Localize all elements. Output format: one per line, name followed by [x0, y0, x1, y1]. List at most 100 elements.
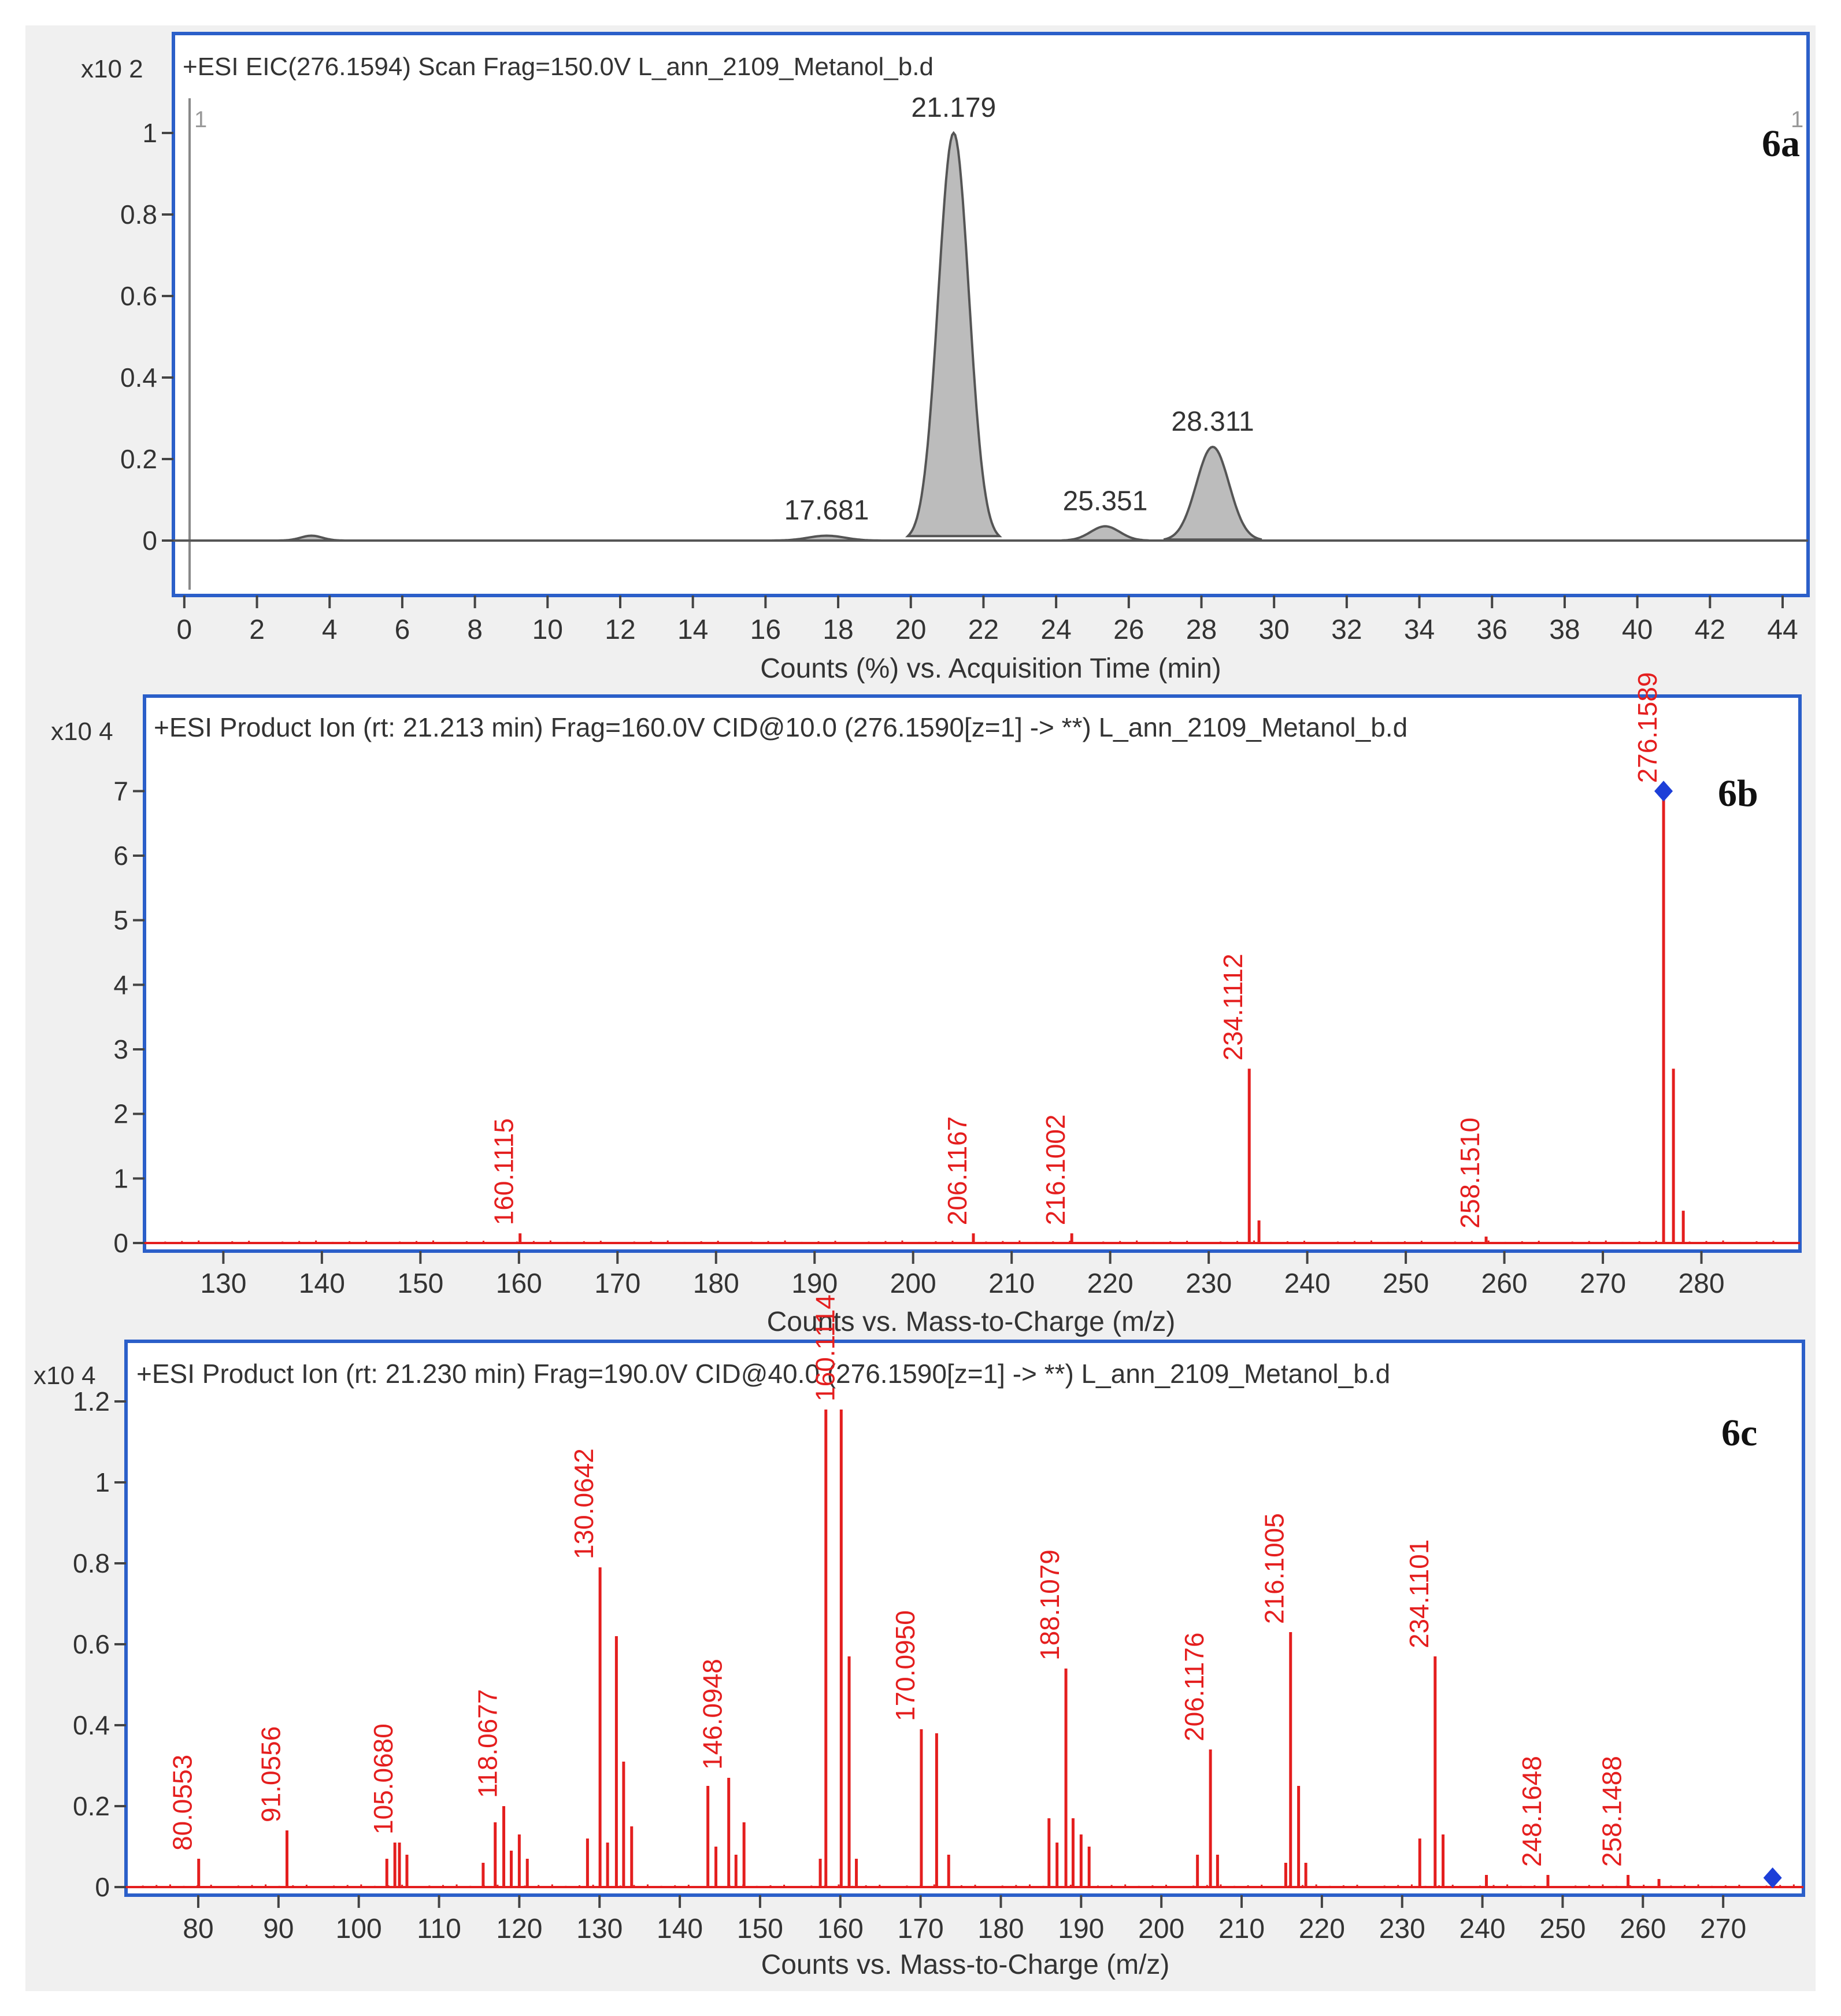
x-tick-label-6a-5: 10	[532, 615, 563, 645]
x-tick-label-6b-9: 220	[1087, 1268, 1134, 1299]
peak-label-6b-0: 160.1115	[489, 1118, 519, 1225]
y-multiplier-6b: x10 4	[51, 717, 113, 746]
panel-title-6b: +ESI Product Ion (rt: 21.213 min) Frag=1…	[154, 712, 1407, 742]
plot-area-6b	[143, 694, 1802, 1253]
y-multiplier-6c: x10 4	[34, 1362, 96, 1390]
peak-label-6b-1: 206.1167	[942, 1116, 972, 1225]
peak-label-6b-5: 258.1510	[1455, 1118, 1485, 1229]
x-tick-label-6c-16: 240	[1460, 1914, 1506, 1944]
x-tick-label-6b-5: 180	[693, 1268, 739, 1299]
x-tick-label-6b-12: 250	[1383, 1268, 1429, 1299]
x-tick-label-6a-14: 28	[1186, 615, 1217, 645]
peak-6a-3	[1061, 525, 1149, 542]
x-tick-label-6c-8: 160	[817, 1914, 864, 1944]
plot-area-6c	[124, 1340, 1805, 1897]
x-tick-label-6a-4: 8	[467, 615, 483, 645]
peak-label-6b-2: 216.1002	[1040, 1114, 1070, 1225]
peak-label-6a-1: 17.681	[784, 495, 869, 526]
x-tick-label-6a-10: 20	[895, 615, 926, 645]
peak-label-6a-3: 25.351	[1063, 486, 1148, 516]
x-tick-label-6a-21: 42	[1695, 615, 1725, 645]
x-tick-label-6a-9: 18	[823, 615, 853, 645]
x-axis-label-6c: Counts vs. Mass-to-Charge (m/z)	[761, 1950, 1170, 1980]
x-tick-label-6b-6: 190	[791, 1268, 838, 1299]
x-tick-label-6c-12: 200	[1138, 1914, 1184, 1944]
peak-label-6c-28: 170.0950	[890, 1610, 920, 1721]
y-tick-label-6c-4: 0.8	[73, 1548, 110, 1578]
panel-title-6c: +ESI Product Ion (rt: 21.230 min) Frag=1…	[136, 1359, 1390, 1389]
panel-6b: +ESI Product Ion (rt: 21.213 min) Frag=1…	[51, 672, 1802, 1337]
x-tick-label-6a-1: 2	[249, 615, 265, 645]
x-tick-label-6c-17: 250	[1539, 1914, 1586, 1944]
plot-area-6a	[172, 32, 1810, 597]
x-tick-label-6c-19: 270	[1700, 1914, 1746, 1944]
y-tick-label-6b-7: 7	[113, 776, 128, 806]
peak-label-6c-0: 80.0553	[168, 1755, 198, 1851]
x-tick-label-6c-13: 210	[1218, 1914, 1265, 1944]
peak-label-6c-8: 118.0677	[473, 1689, 503, 1798]
x-tick-label-6b-3: 160	[496, 1268, 542, 1299]
x-tick-label-6b-14: 270	[1580, 1268, 1626, 1299]
peak-6a-4	[1163, 445, 1262, 541]
x-tick-label-6b-0: 130	[200, 1268, 246, 1299]
x-tick-label-6a-11: 22	[968, 615, 999, 645]
x-tick-label-6c-4: 120	[496, 1914, 542, 1944]
panel-6c: +ESI Product Ion (rt: 21.230 min) Frag=1…	[34, 1294, 1805, 1980]
x-tick-label-6a-16: 32	[1331, 615, 1362, 645]
marks-6b: 130 140 150 160 170 180 190 200 210 220 230 240 250 2…	[113, 672, 1800, 1299]
x-tick-label-6c-3: 110	[417, 1914, 461, 1944]
x-tick-label-6b-7: 200	[890, 1268, 936, 1299]
x-tick-label-6c-7: 150	[737, 1914, 783, 1944]
y-tick-label-6b-2: 2	[113, 1099, 128, 1129]
x-tick-label-6c-15: 230	[1379, 1914, 1425, 1944]
y-tick-label-6c-0: 0	[95, 1872, 110, 1902]
y-tick-label-6c-3: 0.6	[73, 1629, 110, 1659]
peak-label-6c-1: 91.0556	[255, 1726, 286, 1822]
peak-label-6c-33: 188.1079	[1035, 1549, 1065, 1660]
x-tick-label-6c-6: 140	[657, 1914, 703, 1944]
y-tick-label-6c-5: 1	[95, 1467, 110, 1497]
x-tick-label-6a-0: 0	[177, 615, 192, 645]
x-tick-label-6a-3: 6	[395, 615, 410, 645]
y-tick-label-6b-1: 1	[113, 1163, 128, 1193]
peak-label-6c-45: 234.1101	[1404, 1540, 1434, 1648]
panel-label-6b: 6b	[1718, 772, 1758, 815]
marks-6c: 80 90 100 110 120 130 140 150 160 170 180 190 200 210…	[73, 1294, 1803, 1944]
precursor-marker-6b	[1654, 780, 1673, 802]
x-tick-label-6a-8: 16	[750, 615, 781, 645]
x-tick-label-6a-6: 12	[605, 615, 635, 645]
x-tick-label-6b-11: 240	[1284, 1268, 1331, 1299]
x-tick-label-6c-1: 90	[263, 1914, 294, 1944]
y-tick-label-6a-1: 0.2	[120, 444, 157, 474]
x-tick-label-6b-13: 260	[1481, 1268, 1528, 1299]
x-tick-label-6c-0: 80	[183, 1914, 213, 1944]
peak-label-6c-25: 160.1114	[810, 1294, 840, 1401]
x-tick-label-6b-2: 150	[397, 1268, 443, 1299]
peak-label-6a-2: 21.179	[911, 93, 996, 123]
x-tick-label-6a-18: 36	[1477, 615, 1507, 645]
x-tick-label-6b-1: 140	[299, 1268, 345, 1299]
x-tick-label-6c-18: 260	[1620, 1914, 1666, 1944]
panel-title-6a: +ESI EIC(276.1594) Scan Frag=150.0V L_an…	[183, 53, 934, 81]
peak-label-6c-20: 146.0948	[698, 1659, 728, 1770]
x-tick-label-6a-19: 38	[1549, 615, 1580, 645]
peak-label-6c-41: 216.1005	[1260, 1513, 1290, 1624]
x-axis-label-6a: Counts (%) vs. Acquisition Time (min)	[760, 653, 1221, 684]
peak-label-6c-49: 258.1488	[1597, 1756, 1627, 1867]
y-tick-label-6b-4: 4	[113, 970, 128, 1000]
panel-6a: +ESI EIC(276.1594) Scan Frag=150.0V L_an…	[81, 32, 1810, 684]
y-tick-label-6a-0: 0	[142, 526, 157, 556]
y-multiplier-6a: x10 2	[81, 55, 143, 83]
x-tick-label-6a-12: 24	[1040, 615, 1071, 645]
peak-label-6c-48: 248.1648	[1517, 1756, 1547, 1867]
x-tick-label-6c-10: 180	[977, 1914, 1024, 1944]
x-tick-label-6b-4: 170	[594, 1268, 640, 1299]
peak-label-6c-38: 206.1176	[1179, 1633, 1209, 1741]
x-tick-label-6c-11: 190	[1058, 1914, 1104, 1944]
y-tick-label-6c-2: 0.4	[73, 1710, 110, 1740]
x-tick-label-6a-15: 30	[1258, 615, 1289, 645]
x-tick-label-6b-10: 230	[1186, 1268, 1232, 1299]
peak-label-6c-4: 105.0680	[368, 1723, 398, 1834]
y-tick-label-6a-4: 0.8	[120, 199, 157, 230]
